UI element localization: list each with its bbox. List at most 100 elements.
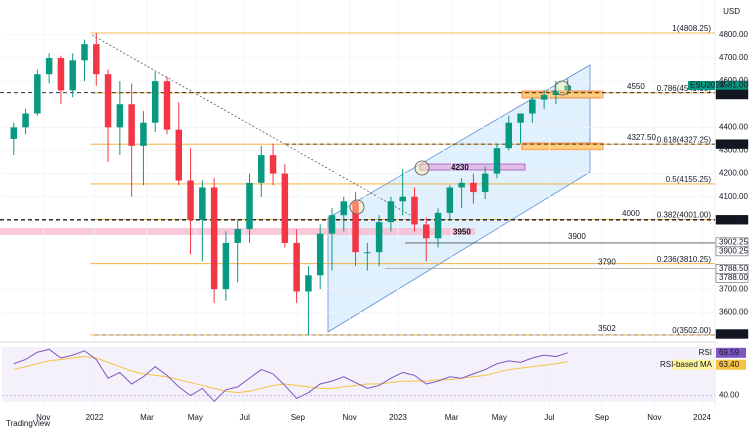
candle-body: [210, 187, 218, 290]
candle-body: [22, 113, 29, 128]
candle-body: [93, 44, 100, 75]
candle-body: [104, 74, 112, 128]
rsi-tick-label: 40.00: [719, 391, 740, 400]
candle-body: [281, 173, 289, 243]
fib-label: 0.618(4327.25): [657, 135, 712, 144]
candle-body: [45, 58, 53, 75]
highlight-circle: [554, 80, 570, 96]
candle-body: [116, 104, 124, 128]
candle-body: [470, 182, 477, 193]
price-badge-label: 3788.00: [719, 273, 748, 282]
fib-label: 1(4808.25): [672, 24, 711, 33]
rsi-line: [13, 348, 568, 403]
candle-body: [529, 99, 536, 114]
symbol-badge: [688, 81, 715, 91]
candle-body: [175, 129, 183, 181]
highlight-circle: [414, 160, 430, 176]
y-tick-label: 4600.00: [719, 76, 748, 85]
rsi-name: RSI: [699, 348, 712, 357]
candle-body: [34, 74, 41, 114]
level-label: 3502: [598, 324, 616, 333]
candle-body: [564, 85, 571, 91]
price-badge-label: 3788.50: [719, 264, 748, 273]
rsi-ma-value: 63.40: [719, 360, 740, 369]
candle-body: [340, 201, 348, 216]
x-tick-label: Jul: [544, 413, 554, 422]
candle-body: [517, 113, 524, 123]
price-badge-label: 3900.25: [719, 247, 748, 256]
y-tick-label: 4300.00: [719, 146, 748, 155]
level-label: 3900: [568, 232, 586, 241]
rsi-ma-badge: [716, 359, 746, 370]
candle-body: [399, 196, 406, 202]
level-label: 3790: [598, 257, 616, 266]
y-tick-label: 4100.00: [719, 192, 748, 201]
price-badge-label: 4581.00: [719, 81, 748, 90]
price-badge-label: 4549.50: [719, 90, 748, 99]
price-badge: [715, 272, 749, 283]
rsi-band: [2, 347, 715, 402]
y-tick-label: 4400.00: [719, 122, 748, 131]
candle-body: [423, 224, 430, 239]
price-badge-label: 3902.25: [719, 238, 748, 247]
symbol-label: ESU2023: [690, 81, 725, 90]
candle-body: [328, 215, 336, 234]
x-tick-label: 2023: [389, 413, 407, 422]
y-tick-label: 4800.00: [719, 30, 748, 39]
candle-body: [187, 180, 194, 220]
x-tick-label: May: [188, 413, 203, 422]
candle-body: [387, 201, 395, 223]
price-badge: [715, 329, 749, 339]
axis-unit: USD: [723, 7, 740, 16]
zone-label: 4230: [451, 163, 469, 172]
candle-body: [434, 212, 442, 239]
candle-body: [128, 104, 135, 146]
price-badge: [715, 215, 749, 225]
candle-body: [481, 173, 489, 193]
candle-body: [81, 44, 88, 61]
x-tick-label: May: [492, 413, 507, 422]
candle-body: [246, 182, 253, 230]
fib-label: 0.382(4001.00): [657, 211, 712, 220]
candle-body: [540, 94, 548, 100]
price-badge: [715, 246, 749, 257]
x-tick-label: Jul: [240, 413, 250, 422]
x-tick-label: 2024: [693, 413, 711, 422]
candle-body: [258, 155, 265, 183]
candle-body: [375, 222, 383, 253]
rsi-ma-line: [13, 356, 568, 394]
candle-body: [411, 196, 418, 225]
x-tick-label: Nov: [343, 413, 357, 422]
x-tick-label: Sep: [291, 413, 306, 422]
trend-channel: [327, 64, 591, 333]
resistance-zone: [419, 163, 526, 171]
candle-body: [57, 58, 65, 91]
candle-body: [446, 187, 454, 213]
fib-label: 0(3502.00): [672, 326, 711, 335]
candle-body: [352, 201, 359, 253]
candle-body: [199, 187, 206, 220]
candle-body: [234, 229, 241, 243]
price-badge-label: 3506.00: [719, 329, 748, 338]
candle-body: [10, 127, 18, 139]
x-tick-label: Mar: [140, 413, 154, 422]
x-tick-label: Nov: [36, 413, 50, 422]
y-tick-label: 4200.00: [719, 169, 748, 178]
candle-body: [163, 81, 171, 130]
candle-body: [305, 275, 312, 292]
rsi-ma-name: RSI-based MA: [660, 360, 713, 369]
candle-body: [505, 122, 513, 149]
y-tick-label: 4700.00: [719, 53, 748, 62]
price-badge: [715, 139, 749, 149]
y-tick-label: 3700.00: [719, 284, 748, 293]
marks: [0, 0, 715, 410]
price-badge-label: 4000.00: [719, 215, 748, 224]
candle-body: [140, 122, 147, 146]
x-tick-label: 2022: [86, 413, 104, 422]
candle-body: [458, 182, 465, 188]
target-box: [521, 90, 604, 99]
brand: TradingView: [6, 419, 50, 428]
fib-label: 0.5(4155.25): [666, 175, 712, 184]
candle-body: [269, 155, 277, 174]
